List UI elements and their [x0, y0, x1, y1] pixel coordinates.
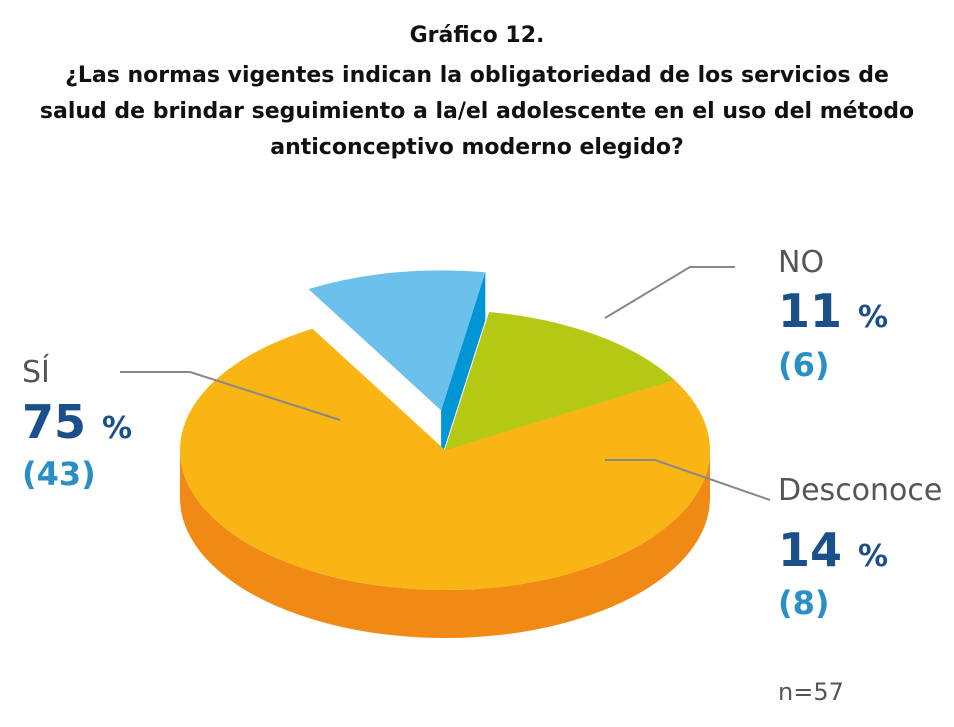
count-label: (8)	[778, 584, 830, 622]
chart-subtitle: anticonceptivo moderno elegido?	[270, 135, 684, 160]
leader-line	[604, 266, 735, 319]
category-label: Desconoce	[778, 473, 942, 508]
chart-title: Gráfico 12.	[410, 23, 545, 48]
count-label: (43)	[22, 455, 96, 493]
value-number: 11	[778, 284, 858, 338]
value-label: 14 %	[778, 523, 888, 577]
value-number: 75	[22, 395, 102, 449]
category-label: SÍ	[22, 354, 50, 390]
chart-subtitle: ¿Las normas vigentes indican la obligato…	[65, 63, 889, 88]
pie-side	[180, 450, 710, 638]
pie-slice	[180, 328, 710, 590]
sample-note: n=57	[778, 678, 844, 706]
value-label: 75 %	[22, 395, 132, 449]
pie-slice	[308, 270, 486, 411]
value-unit: %	[102, 411, 132, 446]
value-unit: %	[858, 539, 888, 574]
chart-subtitle: salud de brindar seguimiento a la/el ado…	[40, 99, 914, 124]
category-label: NO	[778, 245, 824, 280]
pie-slice	[445, 311, 675, 450]
value-number: 14	[778, 523, 858, 577]
value-unit: %	[858, 300, 888, 335]
leader-line	[605, 459, 771, 501]
count-label: (6)	[778, 346, 830, 384]
value-label: 11 %	[778, 284, 888, 338]
leader-line	[120, 371, 341, 421]
pie-wall	[441, 272, 486, 459]
